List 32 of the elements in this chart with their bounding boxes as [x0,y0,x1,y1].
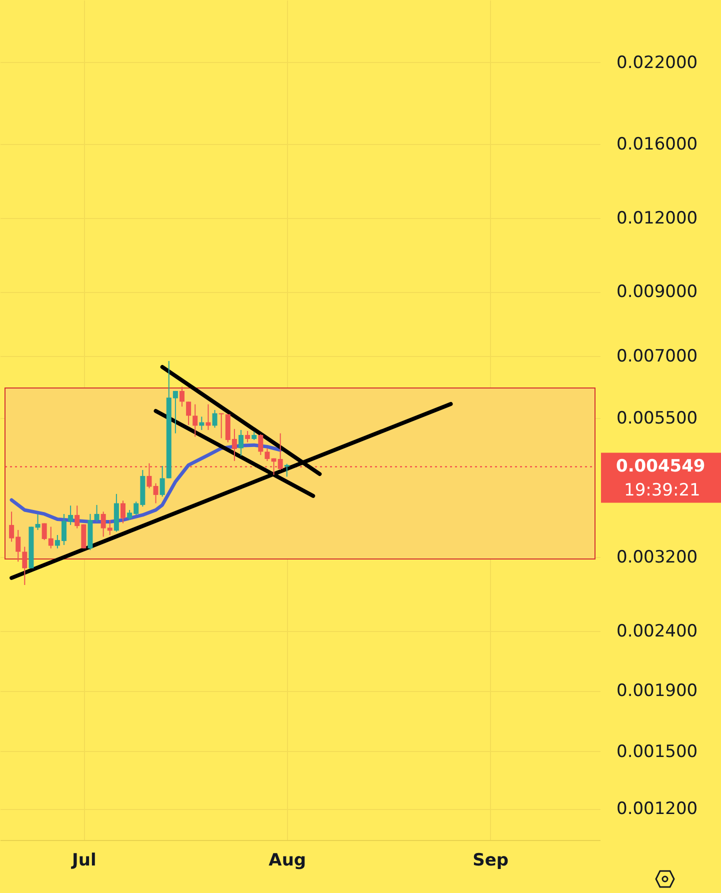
candlestick [35,513,40,530]
candlestick [245,430,250,443]
candlestick [264,448,270,462]
y-tick-label: 0.009000 [616,282,698,302]
candlestick [238,429,244,456]
candlestick [192,404,198,438]
candlestick [160,465,165,498]
y-tick-label: 0.002400 [616,621,698,642]
y-tick-label: 0.016000 [616,134,698,154]
candlestick [180,386,184,408]
candlestick [258,434,264,456]
y-tick-label: 0.003200 [616,547,698,568]
y-tick-label: 0.007000 [616,346,698,367]
x-tick-label: Jul [71,850,96,870]
y-tick-label: 0.012000 [616,208,698,228]
candlestick [146,462,152,489]
candlestick [120,500,126,524]
text: 19:39:21 [624,480,700,501]
y-tick-label: 0.001500 [616,742,698,762]
candlestick [22,546,28,586]
x-tick-label: Aug [268,850,306,870]
x-tick-label: Sep [472,850,509,870]
y-tick-label: 0.022000 [616,52,698,73]
y-tick-label: 0.005500 [616,408,698,428]
y-tick-label: 0.001200 [616,799,698,820]
candlestick [186,401,192,426]
candlestick [94,504,100,522]
ref-line-label: 0.004549 [616,456,706,477]
y-tick-label: 0.001900 [616,681,698,702]
candlestick [212,409,218,428]
candlestick [153,482,158,504]
candlestick [218,412,224,439]
